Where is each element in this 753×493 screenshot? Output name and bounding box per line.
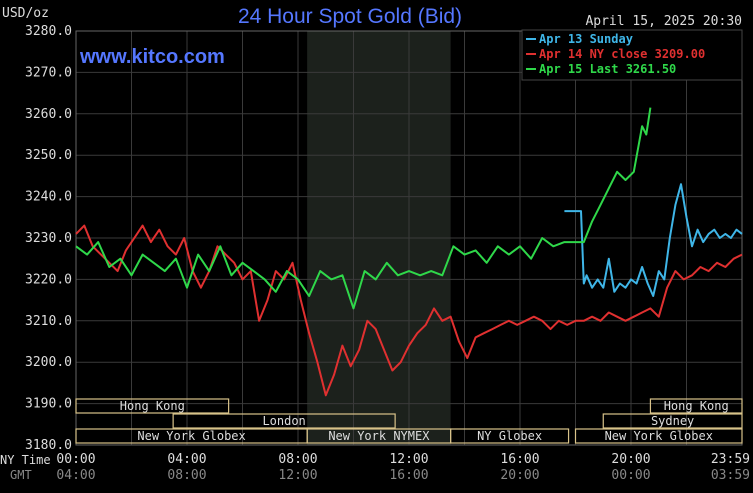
series-line-apr-13 <box>564 183 743 297</box>
y-tick-label: 3240.0 <box>25 190 72 205</box>
y-tick-label: 3260.0 <box>25 107 72 122</box>
series-line-apr-14 <box>75 224 743 397</box>
y-tick-label: 3250.0 <box>25 148 72 163</box>
timestamp: April 15, 2025 20:30 <box>585 14 742 29</box>
x-tick-label-gmt: 03:59 <box>711 468 750 483</box>
x-tick-label-gmt: 08:00 <box>167 468 206 483</box>
chart-title: 24 Hour Spot Gold (Bid) <box>238 5 462 28</box>
session-label: Hong Kong <box>664 399 729 413</box>
x-tick-label-gmt: 04:00 <box>56 468 95 483</box>
series-line-apr-15 <box>75 107 652 310</box>
session-label: Sydney <box>651 414 694 428</box>
x-tick-label-gmt: 12:00 <box>278 468 317 483</box>
session-bar <box>602 413 743 429</box>
session-label: New York Globex <box>137 429 245 443</box>
legend-entry: Apr 15 Last 3261.50 <box>539 62 676 76</box>
y-tick-label: 3210.0 <box>25 314 72 329</box>
x-tick-label-ny: 20:00 <box>611 452 650 467</box>
x-tick-label-gmt: 20:00 <box>500 468 539 483</box>
x-tick-label-ny: 00:00 <box>56 452 95 467</box>
x-tick-label-ny: 12:00 <box>389 452 428 467</box>
session-label: Hong Kong <box>120 399 185 413</box>
session-label: NY Globex <box>477 429 542 443</box>
x-tick-label-gmt: 16:00 <box>389 468 428 483</box>
legend-box <box>521 29 743 81</box>
x-axis-ny-label: NY Time <box>0 453 51 467</box>
x-tick-label-ny: 23:59 <box>711 452 750 467</box>
y-tick-label: 3230.0 <box>25 231 72 246</box>
legend-entry: Apr 13 Sunday <box>539 32 633 46</box>
y-tick-label: 3200.0 <box>25 355 72 370</box>
session-label: New York Globex <box>605 429 713 443</box>
x-tick-label-ny: 04:00 <box>167 452 206 467</box>
y-tick-label: 3220.0 <box>25 272 72 287</box>
session-bar <box>172 413 396 429</box>
y-tick-label: 3180.0 <box>25 438 72 453</box>
x-axis-gmt-label: GMT <box>10 468 32 482</box>
session-bar <box>574 428 743 444</box>
session-bar <box>450 428 570 444</box>
y-tick-label: 3270.0 <box>25 65 72 80</box>
y-tick-label: 3190.0 <box>25 397 72 412</box>
plot-frame <box>75 30 743 446</box>
session-label: New York NYMEX <box>328 429 430 443</box>
session-bar <box>649 398 743 414</box>
session-bar <box>75 398 230 414</box>
x-tick-label-ny: 16:00 <box>500 452 539 467</box>
y-tick-label: 3280.0 <box>25 24 72 39</box>
legend-entry: Apr 14 NY close 3209.00 <box>539 47 705 61</box>
x-tick-label-gmt: 00:00 <box>611 468 650 483</box>
units-label: USD/oz <box>2 6 49 21</box>
watermark: www.kitco.com <box>79 46 225 68</box>
session-label: London <box>262 414 305 428</box>
x-tick-label-ny: 08:00 <box>278 452 317 467</box>
